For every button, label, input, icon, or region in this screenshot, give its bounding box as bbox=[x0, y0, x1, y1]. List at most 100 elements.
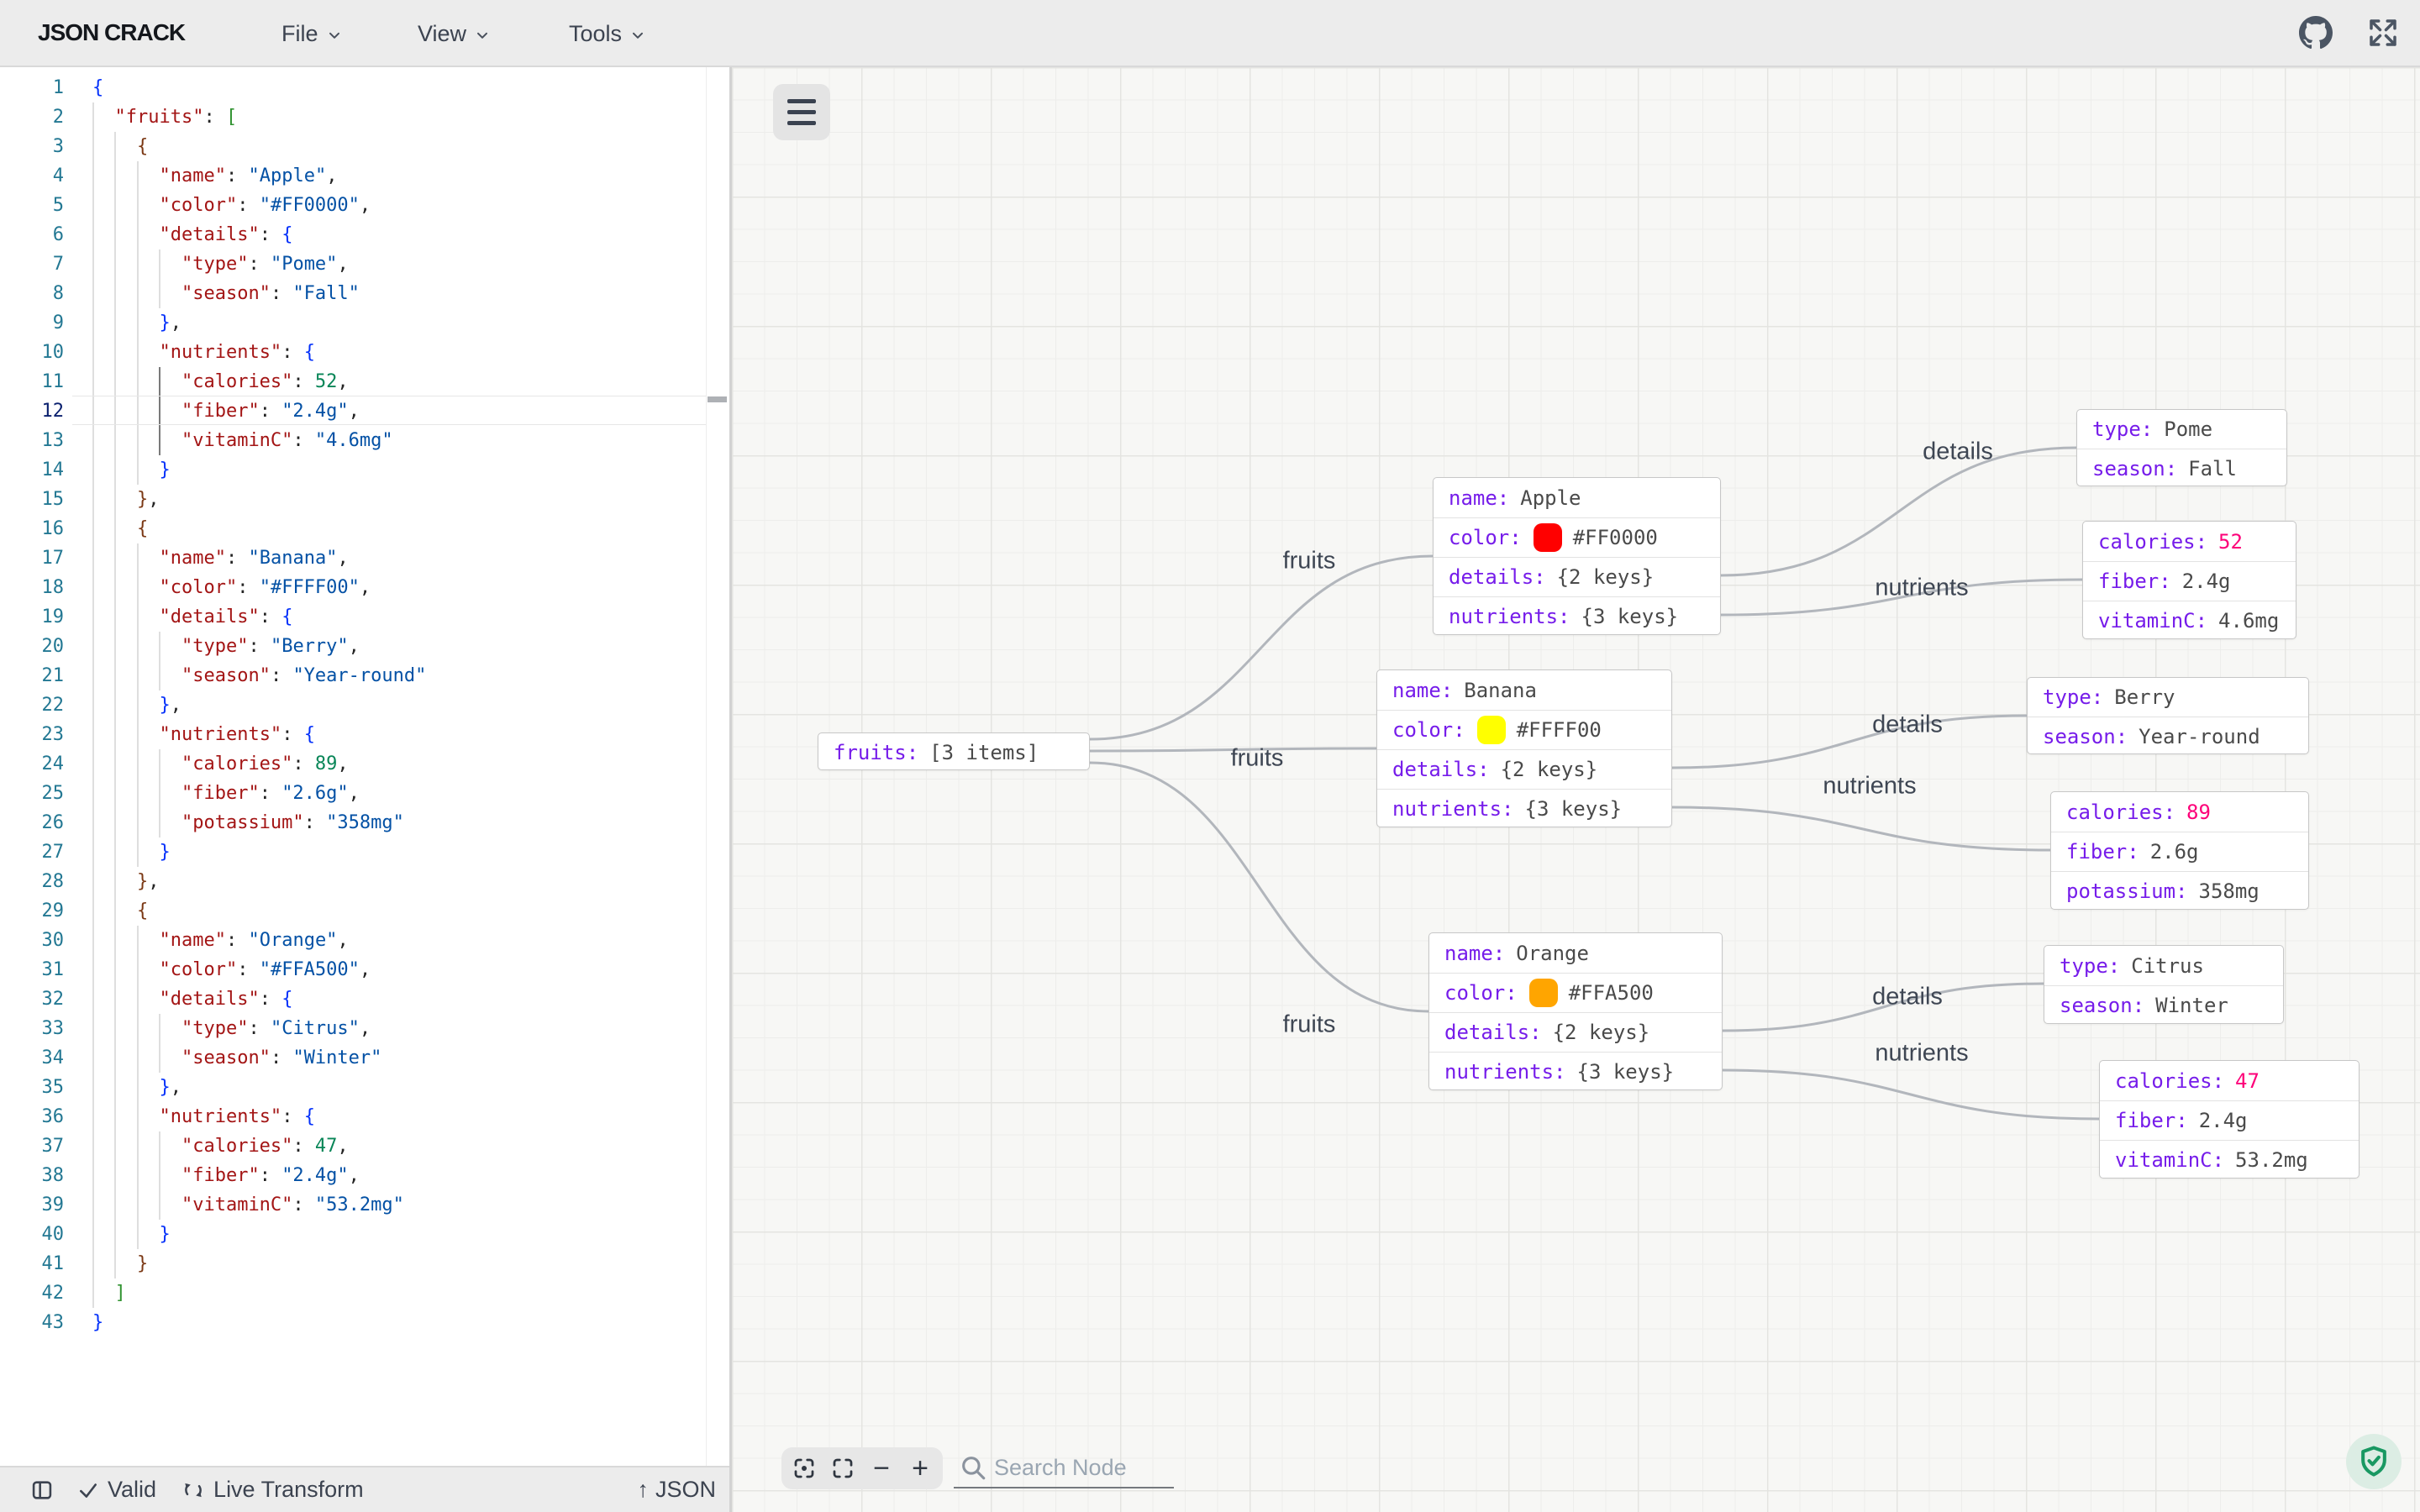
live-transform-toggle[interactable]: Live Transform bbox=[182, 1477, 364, 1503]
zoom-out-button[interactable]: − bbox=[863, 1449, 900, 1488]
graph-node-apple[interactable]: name: Apple color: #FF0000 details: {2 keys} n… bbox=[1433, 477, 1721, 635]
zoom-in-button[interactable]: + bbox=[902, 1449, 939, 1488]
search-node-input[interactable] bbox=[994, 1454, 1171, 1481]
node-row: potassium: 358mg bbox=[2051, 871, 2308, 911]
code-line[interactable]: "calories": 52, bbox=[181, 371, 349, 392]
graph-node-orange-nutrients[interactable]: calories: 47 fiber: 2.4g vitaminC: 53.2mg bbox=[2099, 1060, 2360, 1179]
github-button[interactable] bbox=[2296, 13, 2336, 53]
code-line[interactable]: { bbox=[136, 900, 149, 921]
line-number: 22 bbox=[41, 695, 65, 716]
node-key: color: bbox=[1449, 526, 1522, 549]
plus-icon: + bbox=[912, 1452, 929, 1484]
code-line[interactable]: "details": { bbox=[159, 224, 293, 245]
node-row: name: Apple bbox=[1434, 478, 1720, 517]
code-line[interactable]: { bbox=[92, 77, 104, 98]
code-line[interactable]: "fiber": "2.4g", bbox=[181, 401, 360, 422]
code-line[interactable]: } bbox=[159, 459, 171, 480]
node-value: #FFA500 bbox=[1568, 981, 1654, 1005]
code-line[interactable]: }, bbox=[159, 1077, 182, 1098]
code-line[interactable]: }, bbox=[159, 695, 182, 716]
graph-node-apple-nutrients[interactable]: calories: 52 fiber: 2.4g vitaminC: 4.6mg bbox=[2082, 521, 2296, 639]
code-line[interactable]: "details": { bbox=[159, 606, 293, 627]
code-line[interactable]: "season": "Winter" bbox=[181, 1047, 382, 1068]
center-view-button[interactable] bbox=[786, 1449, 823, 1488]
node-key: nutrients: bbox=[1444, 1060, 1566, 1084]
code-line[interactable]: "details": { bbox=[159, 989, 293, 1010]
format-selector[interactable]: ↑ JSON bbox=[637, 1477, 716, 1503]
graph-node-root[interactable]: fruits: [3 items] bbox=[818, 732, 1090, 770]
edge-label: details bbox=[1872, 711, 1943, 738]
code-line[interactable]: "vitaminC": "53.2mg" bbox=[181, 1194, 404, 1215]
graph-menu-button[interactable] bbox=[773, 84, 830, 140]
graph-node-banana[interactable]: name: Banana color: #FFFF00 details: {2 keys}… bbox=[1376, 669, 1672, 827]
fullscreen-button[interactable] bbox=[2363, 13, 2403, 53]
code-line[interactable]: }, bbox=[159, 312, 182, 333]
code-line[interactable]: "nutrients": { bbox=[159, 724, 315, 745]
code-line[interactable]: "name": "Orange", bbox=[159, 930, 349, 951]
code-line[interactable]: "name": "Apple", bbox=[159, 165, 338, 186]
code-line[interactable]: { bbox=[136, 518, 149, 539]
code-line[interactable]: "type": "Pome", bbox=[181, 254, 349, 275]
security-badge[interactable] bbox=[2346, 1434, 2402, 1489]
node-row: calories: 52 bbox=[2083, 522, 2296, 561]
node-value: 2.4g bbox=[2198, 1109, 2248, 1132]
node-value: 2.4g bbox=[2181, 570, 2231, 593]
graph-node-banana-nutrients[interactable]: calories: 89 fiber: 2.6g potassium: 358mg bbox=[2050, 791, 2309, 910]
graph-node-orange-details[interactable]: type: Citrus season: Winter bbox=[2044, 945, 2284, 1024]
node-row: season: Year-round bbox=[2028, 717, 2308, 755]
edge-label: fruits bbox=[1282, 1011, 1336, 1038]
menu-view[interactable]: View bbox=[418, 0, 491, 67]
node-value: {2 keys} bbox=[1552, 1021, 1650, 1044]
code-line[interactable]: "color": "#FFA500", bbox=[159, 959, 371, 980]
code-line[interactable]: "season": "Year-round" bbox=[181, 665, 427, 686]
json-editor[interactable]: 1 2 3 4 5 6 7 8 9 10 11 12 13 14 15 16 17 18 19 20 21 22 23 24 2… bbox=[0, 67, 729, 1466]
node-value: #FF0000 bbox=[1572, 526, 1658, 549]
graph-node-apple-details[interactable]: type: Pome season: Fall bbox=[2076, 409, 2287, 486]
code-line[interactable]: "fiber": "2.4g", bbox=[181, 1165, 360, 1186]
graph-node-banana-details[interactable]: type: Berry season: Year-round bbox=[2027, 677, 2309, 754]
graph-node-orange[interactable]: name: Orange color: #FFA500 details: {2 keys}… bbox=[1428, 932, 1723, 1090]
code-line[interactable]: } bbox=[92, 1312, 104, 1333]
code-line[interactable]: "vitaminC": "4.6mg" bbox=[181, 430, 393, 451]
line-number: 13 bbox=[41, 430, 65, 451]
indent-guide bbox=[159, 1131, 160, 1220]
node-key: type: bbox=[2043, 685, 2104, 709]
color-swatch bbox=[1533, 523, 1562, 552]
menu-file[interactable]: File bbox=[281, 0, 343, 67]
node-row: type: Berry bbox=[2028, 678, 2308, 717]
code-line[interactable]: { bbox=[136, 136, 149, 157]
code-line[interactable]: } bbox=[159, 842, 171, 863]
node-key: fruits: bbox=[834, 740, 919, 764]
code-line[interactable]: "color": "#FFFF00", bbox=[159, 577, 371, 598]
code-line[interactable]: "fruits": [ bbox=[114, 107, 238, 128]
code-line[interactable]: "fiber": "2.6g", bbox=[181, 783, 360, 804]
fit-view-button[interactable] bbox=[824, 1449, 861, 1488]
code-line[interactable]: "potassium": "358mg" bbox=[181, 812, 404, 833]
code-line[interactable]: } bbox=[136, 1253, 149, 1274]
code-line[interactable]: ] bbox=[114, 1283, 126, 1304]
code-line[interactable]: } bbox=[159, 1224, 171, 1245]
code-line[interactable]: "calories": 47, bbox=[181, 1136, 349, 1157]
code-line[interactable]: }, bbox=[136, 489, 160, 510]
node-key: color: bbox=[1444, 981, 1518, 1005]
node-value: #FFFF00 bbox=[1516, 718, 1602, 742]
code-line[interactable]: "name": "Banana", bbox=[159, 548, 349, 569]
sidebar-toggle-button[interactable] bbox=[30, 1478, 54, 1502]
code-line[interactable]: "calories": 89, bbox=[181, 753, 349, 774]
code-line[interactable]: "type": "Citrus", bbox=[181, 1018, 371, 1039]
graph-canvas[interactable]: fruits: [3 items] name: Apple color: #FF0000 d… bbox=[732, 67, 2420, 1512]
editor-scrollbar[interactable] bbox=[706, 67, 729, 1466]
code-line[interactable]: "type": "Berry", bbox=[181, 636, 360, 657]
code-line[interactable]: "nutrients": { bbox=[159, 342, 315, 363]
validation-status[interactable]: Valid bbox=[77, 1477, 156, 1503]
panel-resize-handle[interactable] bbox=[729, 67, 732, 1512]
code-line[interactable]: "nutrients": { bbox=[159, 1106, 315, 1127]
code-line[interactable]: "season": "Fall" bbox=[181, 283, 360, 304]
indent-guide bbox=[159, 367, 160, 455]
node-value: {2 keys} bbox=[1556, 565, 1655, 589]
code-line[interactable]: }, bbox=[136, 871, 160, 892]
node-key: vitaminC: bbox=[2098, 609, 2208, 633]
code-line[interactable]: "color": "#FF0000", bbox=[159, 195, 371, 216]
node-value: Orange bbox=[1516, 941, 1589, 965]
menu-tools[interactable]: Tools bbox=[569, 0, 646, 67]
